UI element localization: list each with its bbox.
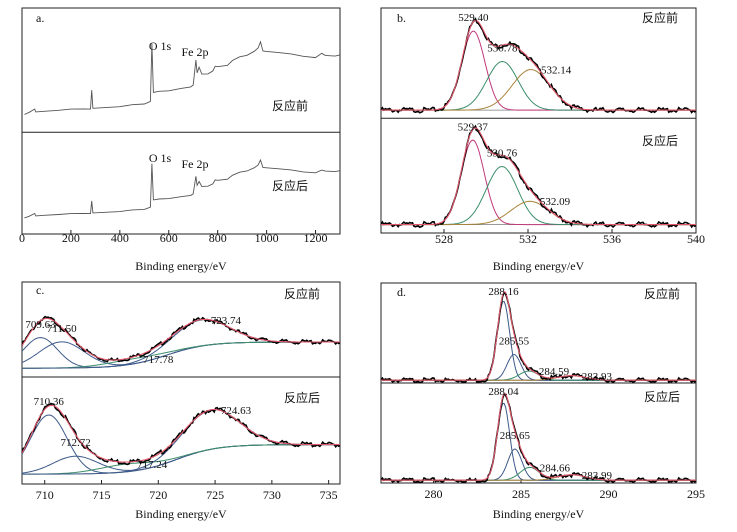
state-label: 反应后 [644,389,680,404]
plot-frame-1 [21,7,341,235]
x-tick-label: 730 [263,488,281,502]
peak-value-label: 717.78 [143,354,174,366]
peak-label: Fe 2p [182,157,209,171]
component-peak-1 [381,139,696,226]
fit-envelope-line [21,317,340,361]
state-label: 反应后 [272,178,308,193]
peak-value-label: 723.74 [211,315,242,327]
x-tick-label: 400 [111,231,129,245]
peak-value-label: 285.65 [500,430,531,442]
fit-envelope-line [21,404,340,463]
peak-value-label: 529.40 [458,12,489,24]
component-peak-2 [381,448,696,481]
peak-value-label: 532.09 [540,196,571,208]
peak-label: O 1s [149,151,172,165]
survey-spectrum-line [24,158,341,219]
peak-value-label: 283.93 [582,371,613,383]
peak-value-label: 724.63 [221,405,252,417]
x-tick-label: 200 [62,231,80,245]
plot-frame-2 [380,7,697,234]
component-peak-2 [381,165,696,226]
peak-value-label: 284.66 [540,463,571,475]
peak-label: O 1s [149,39,172,53]
x-tick-label: 290 [600,487,618,501]
peak-label: Fe 2p [182,45,209,59]
x-tick-label: 528 [435,232,453,246]
peak-value-label: 717.24 [137,459,168,471]
fit-envelope-line [381,392,696,481]
baseline-line [22,341,340,369]
fit-envelope-line [381,127,696,226]
raw-spectrum-line [380,393,697,484]
state-label: 反应后 [642,133,678,148]
x-axis-label: Binding energy/eV [135,507,227,521]
peak-value-label: 288.04 [488,386,519,398]
state-label: 反应前 [284,286,320,301]
survey-spectrum-line [24,40,341,115]
component-peak-3 [381,69,696,111]
x-tick-label: 1000 [255,231,279,245]
x-tick-label: 0 [19,231,25,245]
component-peak-3 [22,341,340,369]
component-peak-1 [381,30,696,111]
x-tick-label: 540 [687,232,705,246]
peak-value-label: 283.99 [582,470,613,482]
x-tick-label: 532 [519,232,537,246]
x-tick-label: 735 [320,488,338,502]
peak-value-label: 529.37 [458,121,489,133]
component-peak-1 [381,402,696,481]
x-tick-label: 800 [209,231,227,245]
x-tick-label: 720 [149,488,167,502]
x-tick-label: 725 [206,488,224,502]
x-tick-label: 1200 [304,231,328,245]
x-axis-label: Binding energy/eV [493,259,585,273]
plot-frame-3 [21,281,341,485]
state-label: 反应前 [644,286,680,301]
peak-value-label: 288.16 [488,286,519,298]
raw-spectrum-line [380,17,697,114]
peak-value-label: 285.55 [499,336,530,348]
x-tick-label: 710 [36,488,54,502]
peak-value-label: 530.78 [487,42,518,54]
peak-value-label: 711.50 [47,323,77,335]
x-axis-label: Binding energy/eV [135,259,227,273]
fit-envelope-line [381,19,696,111]
panel-label: a. [36,11,44,25]
peak-value-label: 284.59 [539,366,570,378]
x-axis-label: Binding energy/eV [493,507,585,521]
peak-value-label: 532.14 [541,65,572,77]
component-peak-3 [22,444,340,475]
panel-label: d. [397,285,406,299]
x-tick-label: 600 [160,231,178,245]
peak-value-label: 709.63 [25,319,56,331]
x-tick-label: 280 [425,487,443,501]
x-tick-label: 536 [603,232,621,246]
panel-label: b. [397,11,406,25]
panel-label: c. [36,283,44,297]
state-label: 反应后 [284,390,320,405]
state-label: 反应前 [642,10,678,25]
fit-envelope-line [381,290,696,381]
state-label: 反应前 [272,98,308,113]
x-tick-label: 295 [687,487,705,501]
peak-value-label: 530.76 [487,147,518,159]
x-tick-label: 715 [93,488,111,502]
peak-value-label: 712.72 [60,437,90,449]
peak-value-label: 710.36 [34,396,65,408]
x-tick-label: 285 [512,487,530,501]
